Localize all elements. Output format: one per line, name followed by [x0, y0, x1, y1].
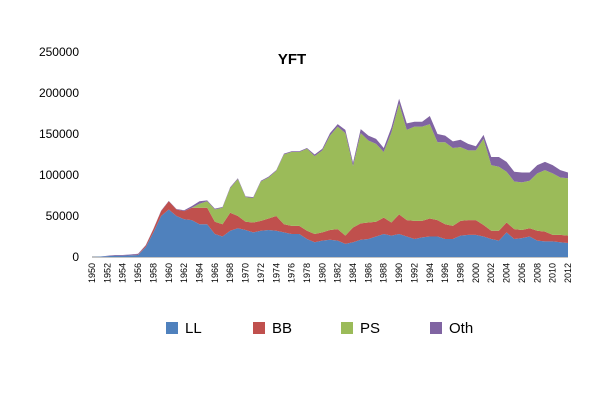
x-tick-label: 1960 [164, 263, 174, 283]
x-tick-label: 2010 [548, 263, 558, 283]
x-tick-label: 1972 [256, 263, 266, 283]
y-tick-label: 50000 [46, 209, 80, 223]
x-tick-label: 1952 [102, 263, 112, 283]
x-tick-label: 1956 [133, 263, 143, 283]
x-tick-label: 1970 [241, 263, 251, 283]
y-tick-label: 200000 [39, 86, 79, 100]
x-tick-label: 1964 [195, 263, 205, 283]
area-series-ps [92, 103, 568, 257]
x-tick-label: 1976 [287, 263, 297, 283]
chart-title: YFT [278, 51, 306, 68]
x-tick-label: 1994 [425, 263, 435, 283]
x-tick-label: 1988 [379, 263, 389, 283]
legend-label-bb: BB [272, 320, 292, 337]
x-tick-label: 1992 [410, 263, 420, 283]
legend-swatch-bb [253, 322, 265, 334]
x-tick-label: 1996 [440, 263, 450, 283]
y-tick-label: 100000 [39, 168, 79, 182]
y-tick-label: 150000 [39, 127, 79, 141]
x-tick-label: 2002 [486, 263, 496, 283]
x-tick-label: 1966 [210, 263, 220, 283]
x-tick-label: 1998 [456, 263, 466, 283]
area-series-ll [92, 209, 568, 257]
x-tick-label: 1962 [179, 263, 189, 283]
x-tick-label: 1950 [87, 263, 97, 283]
legend-label-ll: LL [185, 320, 202, 337]
x-tick-label: 1978 [302, 263, 312, 283]
legend-swatch-oth [430, 322, 442, 334]
x-tick-label: 1980 [317, 263, 327, 283]
legend-swatch-ps [341, 322, 353, 334]
x-tick-label: 1990 [394, 263, 404, 283]
x-tick-label: 1958 [148, 263, 158, 283]
legend-label-ps: PS [360, 320, 380, 337]
area-series-bb [92, 201, 568, 257]
x-tick-label: 2008 [532, 263, 542, 283]
x-tick-label: 1968 [225, 263, 235, 283]
x-tick-label: 2012 [563, 263, 573, 283]
x-tick-label: 2006 [517, 263, 527, 283]
x-tick-label: 2004 [502, 263, 512, 283]
x-tick-label: 1954 [118, 263, 128, 283]
y-tick-label: 0 [72, 250, 79, 264]
x-tick-label: 1982 [333, 263, 343, 283]
x-tick-label: 2000 [471, 263, 481, 283]
legend-label-oth: Oth [449, 320, 473, 337]
legend-swatch-ll [166, 322, 178, 334]
x-tick-label: 1984 [348, 263, 358, 283]
x-tick-label: 1986 [363, 263, 373, 283]
y-tick-label: 250000 [39, 45, 79, 59]
x-tick-label: 1974 [271, 263, 281, 283]
